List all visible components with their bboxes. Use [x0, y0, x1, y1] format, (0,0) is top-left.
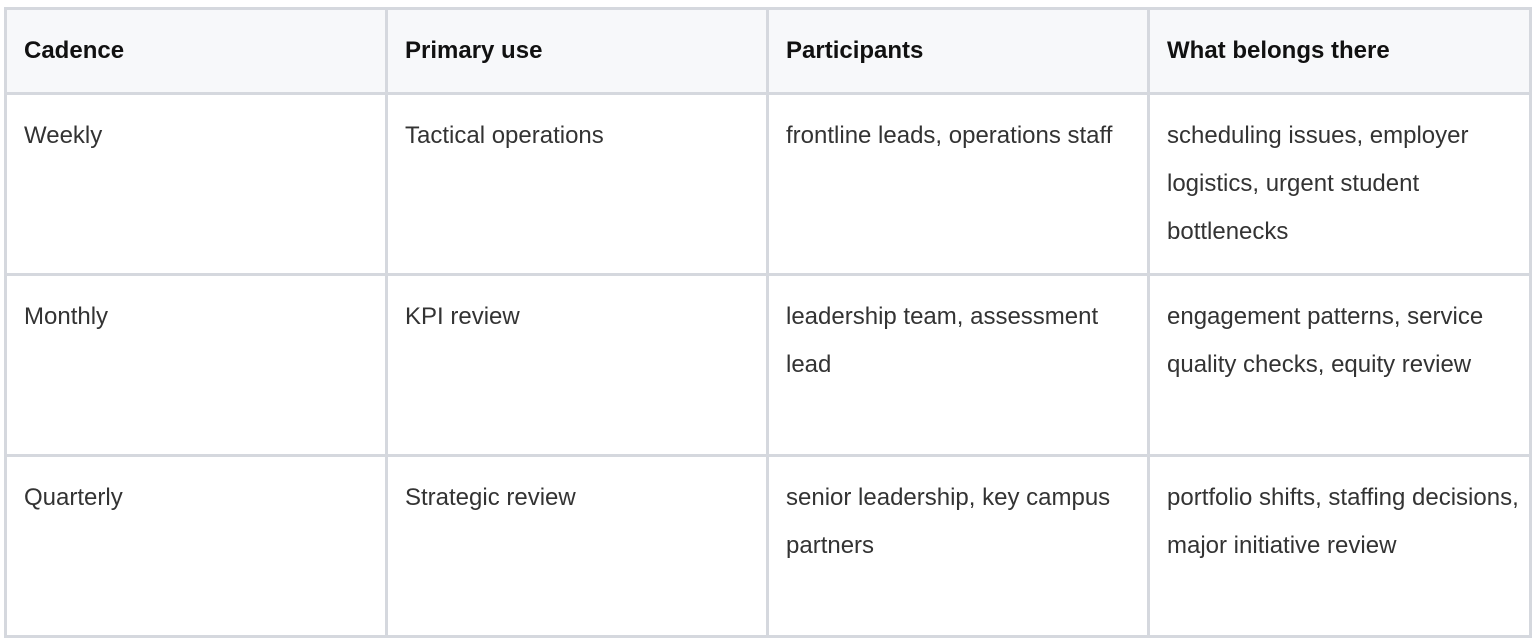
- header-primary-use: Primary use: [385, 7, 769, 95]
- cell-what-belongs: portfolio shifts, staffing decisions, ma…: [1147, 454, 1532, 638]
- header-row: Cadence Primary use Participants What be…: [4, 7, 1532, 95]
- header-participants: Participants: [766, 7, 1150, 95]
- cell-primary-use: Tactical operations: [385, 92, 769, 276]
- cell-cadence: Monthly: [4, 273, 388, 457]
- cell-cadence: Weekly: [4, 92, 388, 276]
- cell-what-belongs: engagement patterns, service quality che…: [1147, 273, 1532, 457]
- table-row: Weekly Tactical operations frontline lea…: [4, 92, 1532, 276]
- cadence-table: Cadence Primary use Participants What be…: [4, 7, 1532, 638]
- table-row: Monthly KPI review leadership team, asse…: [4, 273, 1532, 457]
- header-what-belongs: What belongs there: [1147, 7, 1532, 95]
- table-row: Quarterly Strategic review senior leader…: [4, 454, 1532, 638]
- cell-participants: frontline leads, operations staff: [766, 92, 1150, 276]
- header-cadence: Cadence: [4, 7, 388, 95]
- cell-what-belongs: scheduling issues, employer logistics, u…: [1147, 92, 1532, 276]
- cell-participants: leadership team, assessment lead: [766, 273, 1150, 457]
- cell-participants: senior leadership, key campus partners: [766, 454, 1150, 638]
- cell-cadence: Quarterly: [4, 454, 388, 638]
- cell-primary-use: Strategic review: [385, 454, 769, 638]
- cell-primary-use: KPI review: [385, 273, 769, 457]
